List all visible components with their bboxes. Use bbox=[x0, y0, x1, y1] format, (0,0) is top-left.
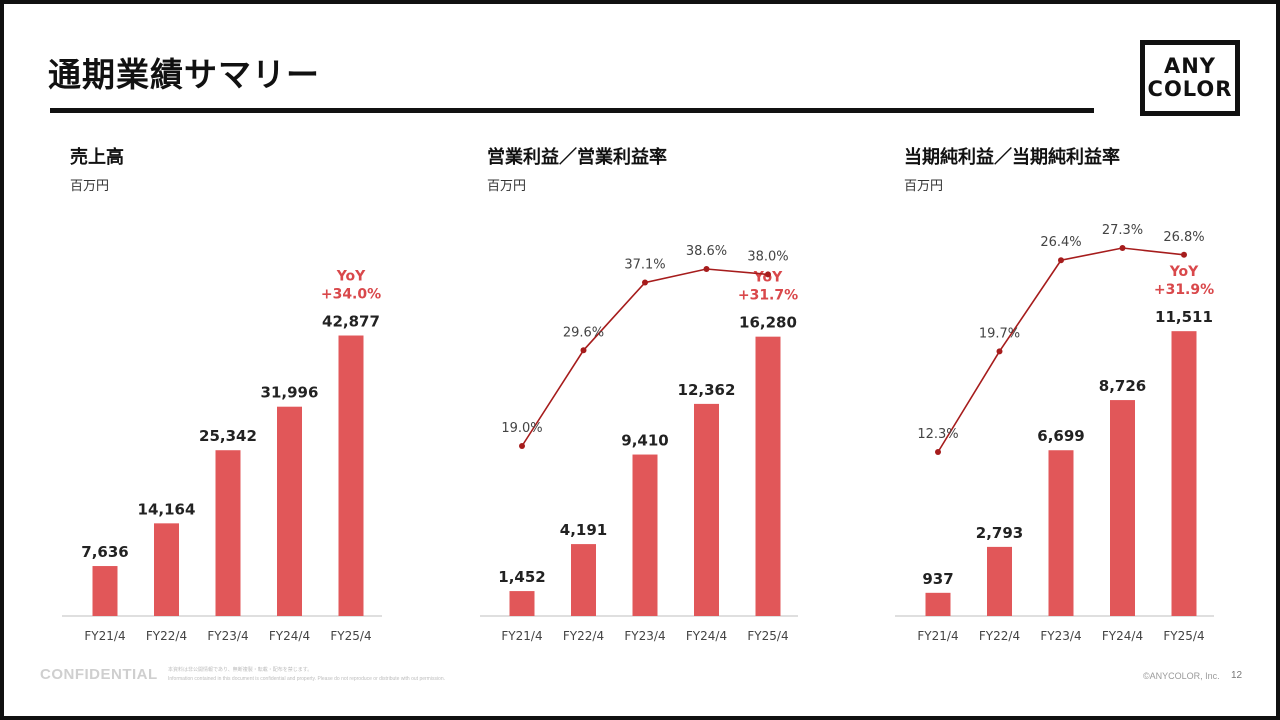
chart-1-category-1: FY21/4 bbox=[84, 629, 125, 643]
confidential-note-jp: 本資料は非公開情報であり、無断複製・転載・配布を禁じます。 bbox=[168, 667, 313, 673]
copyright: ©ANYCOLOR, Inc. bbox=[1143, 671, 1220, 681]
chart-2-bar-2 bbox=[571, 544, 596, 616]
chart-2-bar-3 bbox=[632, 454, 658, 616]
chart-2-bar-value-2: 4,191 bbox=[560, 521, 607, 539]
chart-3-bar-1 bbox=[925, 592, 951, 616]
chart-2-unit: 百万円 bbox=[487, 179, 526, 194]
chart-2-rate-label-3: 37.1% bbox=[624, 258, 665, 273]
chart-2-category-1: FY21/4 bbox=[501, 629, 542, 643]
chart-2-bar-value-3: 9,410 bbox=[621, 432, 668, 450]
chart-1-bar-4 bbox=[277, 406, 302, 616]
chart-2-category-3: FY23/4 bbox=[624, 629, 665, 643]
chart-2-title: 営業利益／営業利益率 bbox=[487, 146, 667, 168]
chart-1-bar-value-3: 25,342 bbox=[199, 427, 257, 445]
chart-1-bar-3 bbox=[215, 450, 241, 616]
chart-1-bar-value-1: 7,636 bbox=[81, 543, 128, 561]
chart-1-yoy-label: YoY bbox=[336, 269, 366, 285]
page-title: 通期業績サマリー bbox=[48, 55, 320, 94]
chart-1-category-4: FY24/4 bbox=[269, 629, 310, 643]
chart-1-category-2: FY22/4 bbox=[146, 629, 187, 643]
chart-3-bar-value-1: 937 bbox=[922, 570, 953, 588]
chart-2-bar-value-4: 12,362 bbox=[678, 381, 736, 399]
chart-2-bar-value-5: 16,280 bbox=[739, 314, 797, 332]
chart-3-bar-2 bbox=[987, 546, 1012, 616]
confidential-note: 本資料は非公開情報であり、無断複製・転載・配布を禁じます。 Informatio… bbox=[168, 666, 488, 684]
chart-2-rate-point-3 bbox=[642, 279, 648, 286]
chart-3-rate-label-5: 26.8% bbox=[1163, 230, 1204, 245]
chart-2-rate-label-1: 19.0% bbox=[501, 421, 542, 436]
chart-1-category-3: FY23/4 bbox=[207, 629, 248, 643]
chart-3-rate-point-2 bbox=[996, 348, 1003, 355]
chart-2-rate-point-4 bbox=[703, 266, 710, 272]
logo-line-2: COLOR bbox=[1147, 77, 1233, 101]
chart-3-bar-value-3: 6,699 bbox=[1037, 427, 1084, 445]
chart-1-bar-1 bbox=[92, 566, 118, 616]
confidential-label: CONFIDENTIAL bbox=[40, 666, 158, 683]
chart-3-category-5: FY25/4 bbox=[1163, 629, 1204, 643]
chart-3-rate-label-2: 19.7% bbox=[979, 326, 1020, 341]
chart-3-rate-point-5 bbox=[1181, 251, 1187, 258]
chart-1-bar-value-5: 42,877 bbox=[322, 313, 380, 331]
chart-3-bar-5 bbox=[1171, 331, 1197, 616]
chart-3-bar-value-2: 2,793 bbox=[976, 524, 1023, 542]
chart-2-bar-4 bbox=[694, 403, 719, 616]
chart-3-bar-value-4: 8,726 bbox=[1099, 377, 1146, 395]
chart-3-unit: 百万円 bbox=[904, 179, 943, 194]
chart-3-rate-label-1: 12.3% bbox=[917, 427, 958, 442]
chart-1-bar-5 bbox=[338, 335, 364, 616]
page-number: 12 bbox=[1231, 670, 1243, 681]
chart-1-unit: 百万円 bbox=[70, 179, 109, 194]
chart-3-yoy-value: +31.9% bbox=[1154, 282, 1214, 298]
chart-1-category-5: FY25/4 bbox=[330, 629, 371, 643]
chart-2-bar-value-1: 1,452 bbox=[498, 568, 545, 586]
chart-3-title: 当期純利益／当期純利益率 bbox=[904, 146, 1120, 168]
chart-2-rate-label-5: 38.0% bbox=[747, 249, 788, 264]
chart-2-rate-label-4: 38.6% bbox=[686, 244, 727, 259]
chart-3-bar-3 bbox=[1048, 450, 1074, 616]
chart-2-bar-1 bbox=[509, 591, 535, 616]
chart-1-yoy-value: +34.0% bbox=[321, 287, 381, 303]
chart-2-bar-5 bbox=[755, 336, 781, 616]
chart-3-rate-point-4 bbox=[1119, 245, 1126, 251]
chart-3-rate-label-3: 26.4% bbox=[1040, 235, 1081, 250]
chart-2-rate-point-2 bbox=[580, 347, 587, 354]
anycolor-logo: ANY COLOR bbox=[1140, 40, 1240, 116]
title-rule bbox=[50, 108, 1094, 113]
chart-3-yoy-label: YoY bbox=[1169, 264, 1199, 280]
chart-3-rate-point-1 bbox=[935, 449, 941, 455]
chart-2-rate-point-5 bbox=[765, 271, 771, 278]
chart-1-title: 売上高 bbox=[70, 146, 124, 168]
chart-1-bar-value-4: 31,996 bbox=[261, 384, 319, 402]
chart-2-category-4: FY24/4 bbox=[686, 629, 727, 643]
chart-3-rate-line bbox=[937, 247, 1185, 453]
chart-2-category-5: FY25/4 bbox=[747, 629, 788, 643]
chart-2-rate-label-2: 29.6% bbox=[563, 325, 604, 340]
chart-1-bar-value-2: 14,164 bbox=[138, 500, 196, 518]
logo-line-1: ANY bbox=[1163, 54, 1217, 78]
chart-1-bar-2 bbox=[154, 523, 179, 616]
chart-3-rate-point-3 bbox=[1058, 257, 1064, 264]
chart-2-rate-point-1 bbox=[519, 443, 525, 449]
chart-3-category-4: FY24/4 bbox=[1102, 629, 1143, 643]
chart-3-category-2: FY22/4 bbox=[979, 629, 1020, 643]
chart-3-rate-label-4: 27.3% bbox=[1102, 223, 1143, 238]
confidential-note-en: Information contained in this document i… bbox=[168, 676, 446, 682]
chart-2-rate-line bbox=[521, 268, 769, 447]
chart-3-category-3: FY23/4 bbox=[1040, 629, 1081, 643]
chart-3-category-1: FY21/4 bbox=[917, 629, 958, 643]
chart-2-category-2: FY22/4 bbox=[563, 629, 604, 643]
chart-3-bar-value-5: 11,511 bbox=[1155, 308, 1213, 326]
chart-2-yoy-value: +31.7% bbox=[738, 288, 798, 304]
chart-3-bar-4 bbox=[1110, 400, 1135, 616]
